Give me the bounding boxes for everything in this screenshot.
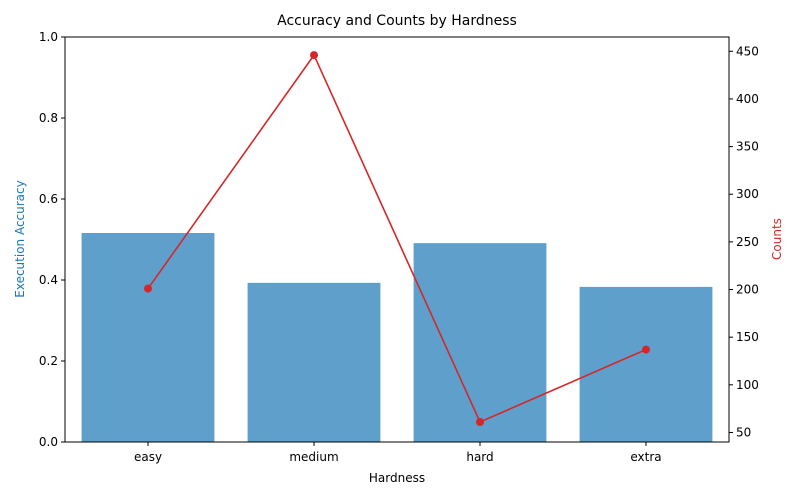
bar-extra [579,286,713,442]
x-tick-label: medium [289,450,338,464]
y-right-tick-label: 300 [736,187,759,201]
y-axis-left-label: Execution Accuracy [13,180,27,298]
y-right-tick-label: 100 [736,378,759,392]
x-axis: easy medium hard extra [134,442,662,464]
y-axis-right-label: Counts [770,218,784,260]
counts-point-easy [144,284,152,293]
plot-frame [64,36,730,443]
counts-point-extra [642,345,650,354]
bar-hard [413,243,547,442]
y-axis-left: 0.0 0.2 0.4 0.6 0.8 1.0 [39,30,65,449]
counts-point-hard [476,417,484,426]
y-right-tick-label: 250 [736,235,759,249]
y-right-tick-label: 200 [736,283,759,297]
counts-line [147,53,647,424]
y-left-tick-label: 0.4 [39,273,58,287]
y-right-tick-label: 350 [736,140,759,154]
y-right-tick-label: 50 [736,425,751,439]
chart-title: Accuracy and Counts by Hardness [277,13,517,29]
x-axis-label: Hardness [369,471,425,485]
bars-group [81,233,713,442]
x-tick-label: easy [134,450,162,464]
y-left-tick-label: 0.8 [39,111,58,125]
y-right-tick-label: 400 [736,92,759,106]
bar-medium [247,282,381,442]
y-left-tick-label: 0.0 [39,435,58,449]
y-left-tick-label: 1.0 [39,30,58,44]
line-group [144,51,650,426]
x-tick-label: hard [466,450,493,464]
y-right-tick-label: 150 [736,330,759,344]
y-axis-right: 50 100 150 200 250 300 350 400 450 [729,44,759,439]
y-left-tick-label: 0.6 [39,192,58,206]
x-tick-label: extra [630,450,661,464]
counts-point-medium [310,51,318,60]
y-left-tick-label: 0.2 [39,354,58,368]
bar-easy [81,233,215,442]
y-right-tick-label: 450 [736,44,759,58]
